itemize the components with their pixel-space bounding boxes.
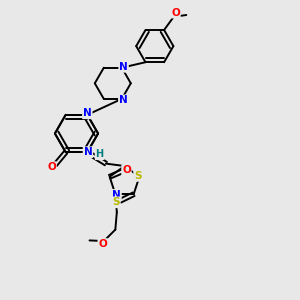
Text: H: H [95, 149, 104, 159]
Text: O: O [98, 239, 107, 249]
Text: O: O [122, 165, 131, 175]
Text: N: N [83, 108, 92, 118]
Text: S: S [112, 197, 120, 207]
Text: O: O [47, 162, 56, 172]
Text: O: O [171, 8, 180, 18]
Text: N: N [119, 95, 128, 105]
Text: N: N [119, 62, 128, 72]
Text: N: N [83, 147, 92, 157]
Text: N: N [112, 190, 121, 200]
Text: S: S [134, 171, 142, 181]
